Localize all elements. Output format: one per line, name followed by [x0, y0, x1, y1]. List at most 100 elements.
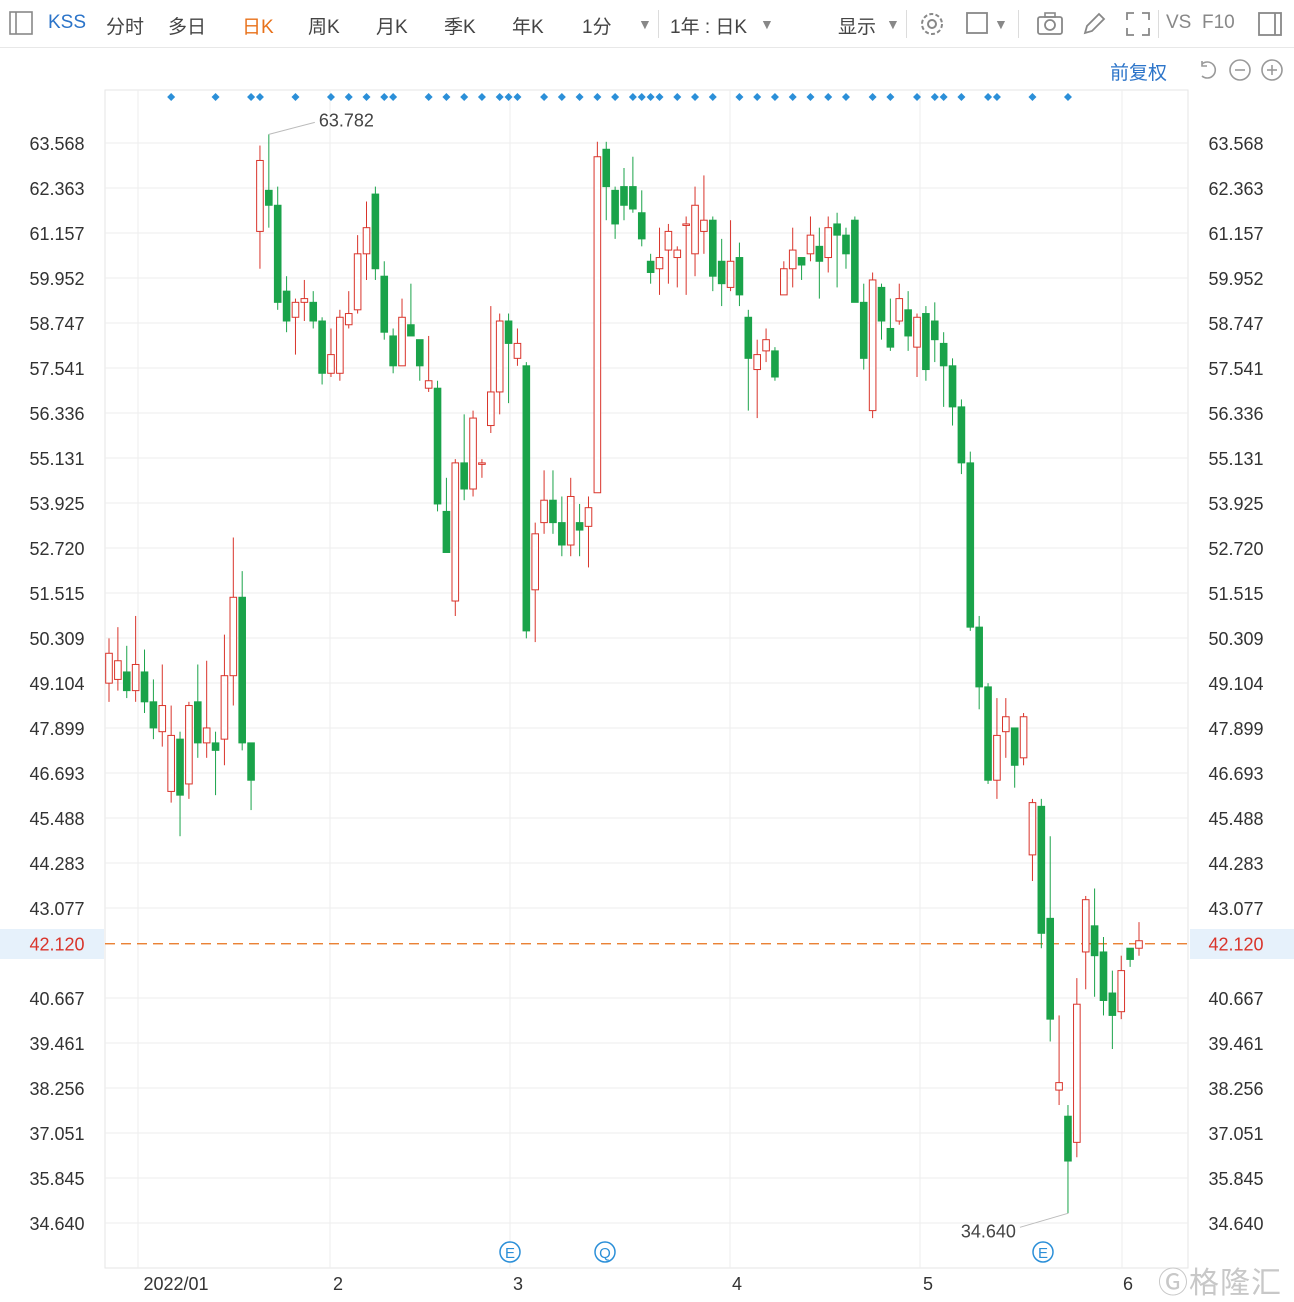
event-marker-label: E	[505, 1245, 515, 1262]
event-diamond-marker	[788, 93, 797, 101]
y-tick-label-right: 45.488	[1208, 809, 1263, 829]
candle-body	[1046, 917, 1055, 1020]
candle-body	[211, 742, 220, 751]
candle-body	[886, 327, 895, 348]
candle-body	[469, 417, 477, 490]
y-tick-label-right: 39.461	[1208, 1034, 1263, 1054]
range-chevron-down-icon[interactable]: ▼	[760, 16, 774, 32]
event-diamond-marker	[628, 93, 637, 101]
candle-body	[691, 204, 699, 255]
tab-period-quarter[interactable]: 季K	[444, 17, 476, 38]
layout-chevron-down-icon[interactable]: ▼	[994, 16, 1008, 32]
layout-icon[interactable]	[964, 10, 992, 38]
y-tick-label-right: 61.157	[1208, 224, 1263, 244]
y-tick-label-left: 59.952	[29, 269, 84, 289]
candle-body	[238, 596, 246, 744]
candle-body	[460, 462, 468, 490]
event-diamond-marker	[770, 93, 779, 101]
candle-body	[353, 253, 362, 311]
y-tick-label-right: 59.952	[1208, 269, 1263, 289]
event-diamond-marker	[637, 93, 646, 101]
settings-icon[interactable]	[918, 10, 946, 38]
tab-period-year[interactable]: 年K	[512, 17, 544, 38]
camera-icon[interactable]	[1036, 10, 1064, 38]
y-tick-label-right: 37.051	[1208, 1124, 1263, 1144]
event-diamond-marker	[255, 93, 264, 101]
event-diamond-marker	[691, 93, 700, 101]
adjust-select[interactable]: 前复权	[1110, 63, 1168, 84]
candle-body	[1064, 1115, 1072, 1162]
candle-body	[620, 186, 628, 206]
candle-body	[584, 507, 593, 527]
fullscreen-icon[interactable]	[1124, 10, 1152, 38]
minute-chevron-down-icon[interactable]: ▼	[638, 16, 652, 32]
candle-body	[602, 148, 611, 188]
candle-body	[859, 301, 868, 359]
y-tick-label-right: 51.515	[1208, 584, 1263, 604]
zoom-in-icon[interactable]	[1260, 58, 1284, 82]
event-diamond-marker	[841, 93, 850, 101]
event-marker-circle	[594, 1241, 616, 1263]
candle-body	[371, 193, 380, 270]
high-price-label: 63.782	[319, 110, 374, 130]
event-diamond-marker	[984, 93, 993, 101]
event-diamond-marker	[380, 93, 389, 101]
zoom-out-icon[interactable]	[1228, 58, 1252, 82]
tab-period-month[interactable]: 月K	[376, 17, 408, 38]
y-tick-label-right: 49.104	[1208, 674, 1263, 694]
candle-body	[993, 734, 1001, 781]
candle-body	[513, 342, 522, 359]
current-price-label-right: 42.120	[1208, 935, 1263, 955]
candle-body	[495, 320, 504, 393]
candle-body	[433, 387, 442, 505]
symbol-label[interactable]: KSS	[48, 12, 87, 33]
event-diamond-marker	[460, 93, 469, 101]
candle-body	[1019, 716, 1028, 759]
candle-body	[735, 257, 744, 296]
candle-body	[966, 462, 975, 628]
pen-icon[interactable]	[1080, 10, 1108, 38]
y-tick-label-left: 39.461	[29, 1034, 84, 1054]
event-diamond-marker	[886, 93, 895, 101]
sidebar-icon[interactable]	[8, 10, 36, 38]
y-tick-label-left: 52.720	[29, 539, 84, 559]
y-tick-label-left: 37.051	[29, 1124, 84, 1144]
event-marker-circle	[1032, 1241, 1054, 1263]
event-diamond-marker	[593, 93, 602, 101]
y-tick-label-left: 49.104	[29, 674, 84, 694]
candle-body	[398, 316, 406, 367]
y-tick-label-right: 53.925	[1208, 494, 1263, 514]
candle-body	[948, 365, 957, 408]
f10-button[interactable]: F10	[1202, 12, 1235, 33]
tab-period-duori[interactable]: 多日	[168, 17, 207, 38]
candle-body	[1090, 925, 1099, 957]
display-select[interactable]: 显示	[838, 17, 877, 38]
event-diamond-marker	[611, 93, 620, 101]
candle-body	[1010, 727, 1019, 766]
candle-body	[629, 186, 637, 210]
candle-body	[1081, 899, 1090, 953]
candle-body	[131, 663, 140, 692]
y-tick-label-right: 47.899	[1208, 719, 1263, 739]
candle-body	[487, 391, 495, 427]
candle-body	[877, 286, 886, 322]
tab-period-fenshi[interactable]: 分时	[106, 17, 145, 38]
candle-body	[824, 227, 833, 259]
candle-body	[922, 313, 930, 371]
y-tick-label-right: 52.720	[1208, 539, 1263, 559]
vs-button[interactable]: VS	[1166, 12, 1192, 33]
event-diamond-marker	[167, 93, 176, 101]
undo-icon[interactable]	[1196, 58, 1220, 82]
y-tick-label-left: 53.925	[29, 494, 84, 514]
tab-period-week[interactable]: 周K	[308, 17, 340, 38]
watermark-g-icon: Ⓖ	[1158, 1267, 1189, 1300]
panel-icon[interactable]	[1256, 10, 1284, 38]
candle-body	[815, 245, 824, 262]
tab-period-minute[interactable]: 1分	[582, 17, 612, 38]
tab-period-day[interactable]: 日K	[242, 17, 274, 38]
range-select[interactable]: 1年 : 日K	[670, 17, 748, 38]
display-chevron-down-icon[interactable]: ▼	[886, 16, 900, 32]
candle-body	[851, 219, 859, 303]
candle-body	[646, 260, 655, 273]
